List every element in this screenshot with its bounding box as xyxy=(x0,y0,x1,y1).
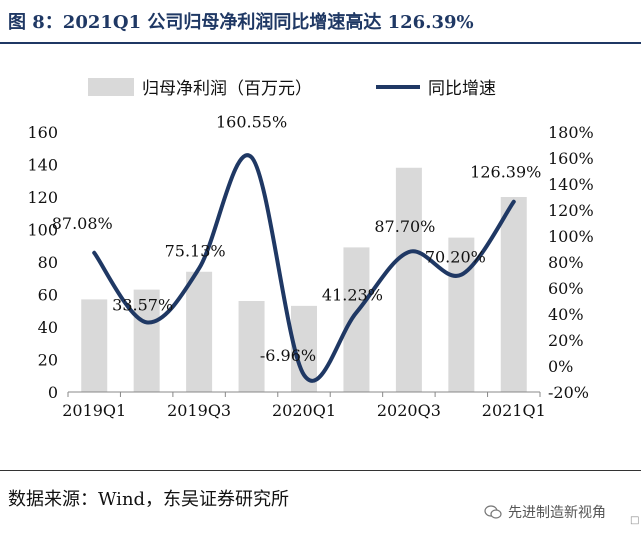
corner-mark: □ xyxy=(630,515,640,526)
line-label-2021Q1: 126.39% xyxy=(470,163,541,182)
bar-2020Q3 xyxy=(395,167,422,392)
y-right-tick-6: 100% xyxy=(548,227,594,246)
bar-2019Q2 xyxy=(133,289,160,392)
legend-line-label: 同比增速 xyxy=(428,79,496,99)
watermark: 先进制造新视角 xyxy=(484,502,606,522)
combo-chart: 0 20 40 60 80 100 120 140 160 -20% 0% 20% 40% 60% 80% 1… xyxy=(27,78,594,420)
y-left-tick-160: 160 xyxy=(27,123,58,142)
line-label-2020Q4: 70.20% xyxy=(425,248,486,267)
y-left-tick-140: 140 xyxy=(27,156,58,175)
growth-rate-line xyxy=(92,153,516,383)
legend-bar-label: 归母净利润（百万元） xyxy=(142,79,312,99)
y-right-tick-1: 0% xyxy=(548,357,573,376)
y-left-tick-100: 100 xyxy=(27,221,58,240)
watermark-text: 先进制造新视角 xyxy=(508,505,606,521)
y-right-tick-2: 20% xyxy=(548,331,584,350)
source-note: 数据来源：Wind，东吴证券研究所 xyxy=(8,489,290,510)
y-right-tick-10: 180% xyxy=(548,123,594,142)
y-right-tick-4: 60% xyxy=(548,279,584,298)
line-label-2019Q4: 160.55% xyxy=(216,112,287,131)
bar-2019Q4 xyxy=(238,301,265,392)
bar-2019Q1 xyxy=(81,299,108,392)
bar-2020Q2 xyxy=(343,247,370,392)
y-left-tick-40: 40 xyxy=(38,318,58,337)
y-right-tick-8: 140% xyxy=(548,175,594,194)
y-right-tick-5: 80% xyxy=(548,253,584,272)
x-tick-2020Q3: 2020Q3 xyxy=(377,401,441,420)
figure-title: 图 8：2021Q1 公司归母净利润同比增速高达 126.39% xyxy=(8,12,474,33)
line-label-2019Q1: 87.08% xyxy=(52,214,113,233)
line-label-2019Q3: 75.13% xyxy=(165,241,226,260)
wechat-icon xyxy=(484,505,502,519)
y-left-tick-20: 20 xyxy=(38,351,58,370)
line-label-2019Q2: 33.57% xyxy=(112,295,173,314)
bar-2019Q3 xyxy=(186,271,213,392)
line-label-2020Q1: -6.96% xyxy=(260,346,316,365)
x-tick-2019Q1: 2019Q1 xyxy=(62,401,126,420)
bar-2020Q4 xyxy=(448,237,475,392)
y-right-tick-0: -20% xyxy=(548,383,589,402)
y-left-tick-120: 120 xyxy=(27,188,58,207)
x-tick-2020Q1: 2020Q1 xyxy=(272,401,336,420)
footer-divider xyxy=(0,470,641,471)
line-label-2020Q2: 41.23% xyxy=(322,285,383,304)
y-right-tick-9: 160% xyxy=(548,149,594,168)
y-left-tick-0: 0 xyxy=(48,383,58,402)
line-label-2020Q3: 87.70% xyxy=(374,217,435,236)
title-divider xyxy=(0,42,641,44)
y-right-tick-3: 40% xyxy=(548,305,584,324)
y-right-tick-7: 120% xyxy=(548,201,594,220)
legend-bar-swatch xyxy=(88,78,134,96)
y-left-tick-80: 80 xyxy=(38,253,58,272)
x-tick-2019Q3: 2019Q3 xyxy=(167,401,231,420)
y-left-tick-60: 60 xyxy=(38,286,58,305)
bar-2021Q1 xyxy=(500,197,527,392)
x-tick-2021Q1: 2021Q1 xyxy=(482,401,546,420)
